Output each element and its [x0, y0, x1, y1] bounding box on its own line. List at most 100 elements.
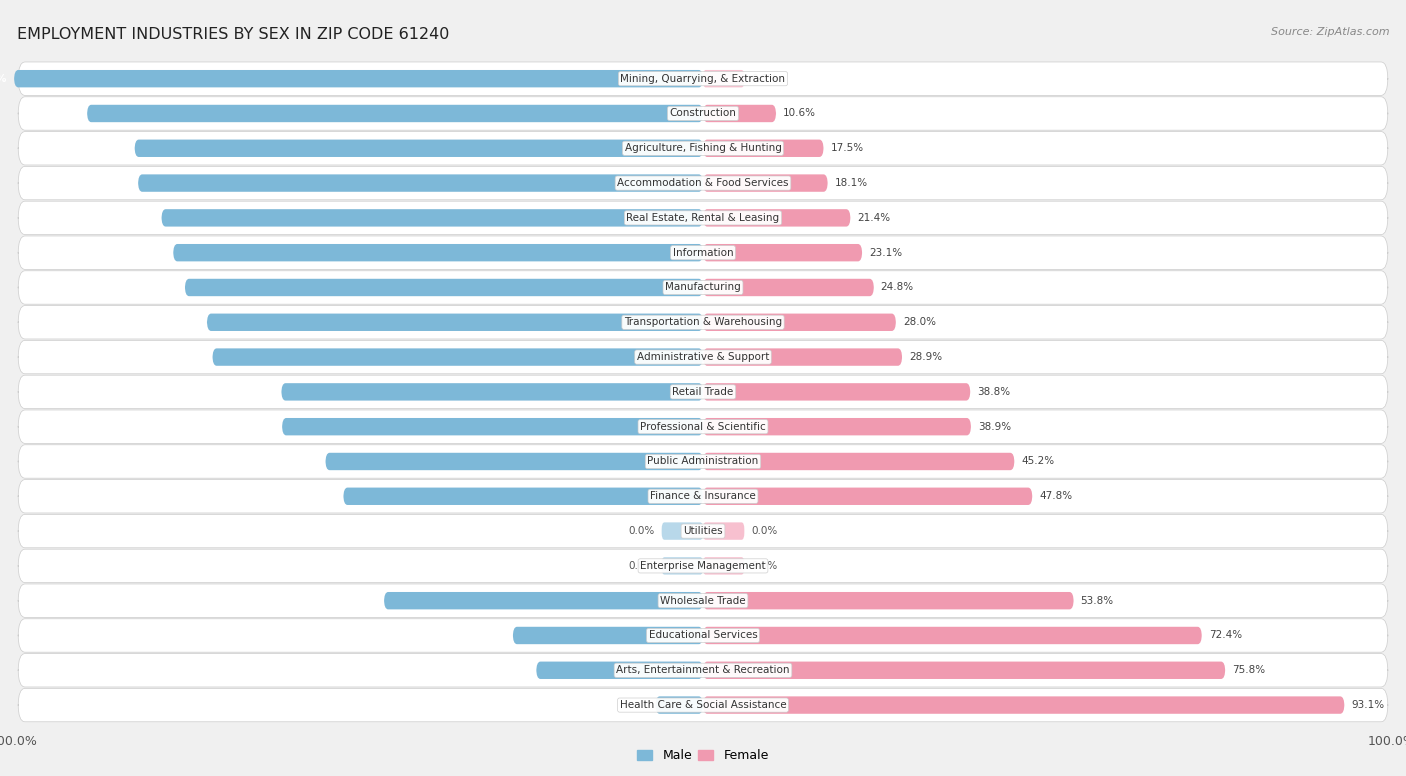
FancyBboxPatch shape	[703, 522, 744, 540]
Text: Utilities: Utilities	[683, 526, 723, 536]
Text: Enterprise Management: Enterprise Management	[640, 561, 766, 571]
Text: 72.0%: 72.0%	[163, 317, 200, 327]
FancyBboxPatch shape	[18, 480, 1388, 513]
Text: 0.0%: 0.0%	[751, 561, 778, 571]
Text: Retail Trade: Retail Trade	[672, 387, 734, 397]
Text: Information: Information	[672, 248, 734, 258]
FancyBboxPatch shape	[703, 557, 744, 574]
Text: 61.2%: 61.2%	[238, 387, 274, 397]
FancyBboxPatch shape	[703, 662, 1225, 679]
Text: 38.9%: 38.9%	[979, 421, 1011, 431]
FancyBboxPatch shape	[18, 688, 1388, 722]
FancyBboxPatch shape	[18, 132, 1388, 165]
FancyBboxPatch shape	[18, 514, 1388, 548]
Text: Educational Services: Educational Services	[648, 630, 758, 640]
FancyBboxPatch shape	[212, 348, 703, 365]
FancyBboxPatch shape	[18, 375, 1388, 409]
Text: Wholesale Trade: Wholesale Trade	[661, 596, 745, 606]
FancyBboxPatch shape	[703, 279, 875, 296]
FancyBboxPatch shape	[703, 314, 896, 331]
Text: Mining, Quarrying, & Extraction: Mining, Quarrying, & Extraction	[620, 74, 786, 84]
FancyBboxPatch shape	[703, 244, 862, 262]
FancyBboxPatch shape	[703, 175, 828, 192]
FancyBboxPatch shape	[173, 244, 703, 262]
FancyBboxPatch shape	[18, 201, 1388, 234]
Text: 89.4%: 89.4%	[44, 109, 80, 119]
FancyBboxPatch shape	[18, 410, 1388, 443]
Text: Professional & Scientific: Professional & Scientific	[640, 421, 766, 431]
FancyBboxPatch shape	[281, 383, 703, 400]
Text: 93.1%: 93.1%	[1351, 700, 1385, 710]
Text: 71.2%: 71.2%	[169, 352, 205, 362]
FancyBboxPatch shape	[18, 584, 1388, 618]
Text: 72.4%: 72.4%	[1209, 630, 1241, 640]
FancyBboxPatch shape	[703, 696, 1344, 714]
FancyBboxPatch shape	[283, 418, 703, 435]
Text: 0.0%: 0.0%	[751, 526, 778, 536]
Text: 38.8%: 38.8%	[977, 387, 1011, 397]
FancyBboxPatch shape	[325, 452, 703, 470]
Text: 0.0%: 0.0%	[628, 526, 655, 536]
FancyBboxPatch shape	[662, 557, 703, 574]
FancyBboxPatch shape	[18, 445, 1388, 478]
Text: Arts, Entertainment & Recreation: Arts, Entertainment & Recreation	[616, 665, 790, 675]
FancyBboxPatch shape	[18, 653, 1388, 687]
Legend: Male, Female: Male, Female	[633, 744, 773, 767]
Text: 76.9%: 76.9%	[131, 248, 166, 258]
Text: 28.9%: 28.9%	[910, 352, 942, 362]
FancyBboxPatch shape	[536, 662, 703, 679]
FancyBboxPatch shape	[18, 97, 1388, 130]
Text: 82.0%: 82.0%	[96, 178, 131, 188]
FancyBboxPatch shape	[186, 279, 703, 296]
FancyBboxPatch shape	[703, 140, 824, 157]
Text: Manufacturing: Manufacturing	[665, 282, 741, 293]
FancyBboxPatch shape	[135, 140, 703, 157]
Text: 75.8%: 75.8%	[1232, 665, 1265, 675]
Text: 61.1%: 61.1%	[239, 421, 276, 431]
Text: 28.0%: 28.0%	[903, 317, 936, 327]
FancyBboxPatch shape	[87, 105, 703, 122]
Text: 24.8%: 24.8%	[880, 282, 914, 293]
FancyBboxPatch shape	[703, 592, 1074, 609]
FancyBboxPatch shape	[14, 70, 703, 88]
Text: 54.8%: 54.8%	[283, 456, 319, 466]
FancyBboxPatch shape	[18, 236, 1388, 269]
Text: 18.1%: 18.1%	[835, 178, 868, 188]
Text: Health Care & Social Assistance: Health Care & Social Assistance	[620, 700, 786, 710]
FancyBboxPatch shape	[703, 70, 744, 88]
Text: Agriculture, Fishing & Hunting: Agriculture, Fishing & Hunting	[624, 144, 782, 154]
FancyBboxPatch shape	[207, 314, 703, 331]
FancyBboxPatch shape	[703, 487, 1032, 505]
Text: 53.8%: 53.8%	[1081, 596, 1114, 606]
FancyBboxPatch shape	[18, 62, 1388, 95]
FancyBboxPatch shape	[18, 549, 1388, 583]
Text: 78.6%: 78.6%	[118, 213, 155, 223]
Text: 0.0%: 0.0%	[751, 74, 778, 84]
Text: 17.5%: 17.5%	[831, 144, 863, 154]
Text: 47.8%: 47.8%	[1039, 491, 1073, 501]
Text: 24.2%: 24.2%	[494, 665, 530, 675]
Text: Accommodation & Food Services: Accommodation & Food Services	[617, 178, 789, 188]
FancyBboxPatch shape	[384, 592, 703, 609]
FancyBboxPatch shape	[162, 210, 703, 227]
FancyBboxPatch shape	[703, 452, 1014, 470]
FancyBboxPatch shape	[513, 627, 703, 644]
FancyBboxPatch shape	[703, 418, 972, 435]
Text: Source: ZipAtlas.com: Source: ZipAtlas.com	[1271, 27, 1389, 37]
Text: Finance & Insurance: Finance & Insurance	[650, 491, 756, 501]
FancyBboxPatch shape	[18, 166, 1388, 199]
FancyBboxPatch shape	[18, 618, 1388, 652]
FancyBboxPatch shape	[18, 306, 1388, 339]
FancyBboxPatch shape	[703, 627, 1202, 644]
FancyBboxPatch shape	[703, 210, 851, 227]
FancyBboxPatch shape	[343, 487, 703, 505]
Text: 6.9%: 6.9%	[620, 700, 648, 710]
FancyBboxPatch shape	[18, 341, 1388, 374]
FancyBboxPatch shape	[703, 105, 776, 122]
Text: 23.1%: 23.1%	[869, 248, 903, 258]
FancyBboxPatch shape	[18, 271, 1388, 304]
Text: Real Estate, Rental & Leasing: Real Estate, Rental & Leasing	[627, 213, 779, 223]
FancyBboxPatch shape	[703, 348, 903, 365]
FancyBboxPatch shape	[138, 175, 703, 192]
Text: EMPLOYMENT INDUSTRIES BY SEX IN ZIP CODE 61240: EMPLOYMENT INDUSTRIES BY SEX IN ZIP CODE…	[17, 27, 450, 42]
